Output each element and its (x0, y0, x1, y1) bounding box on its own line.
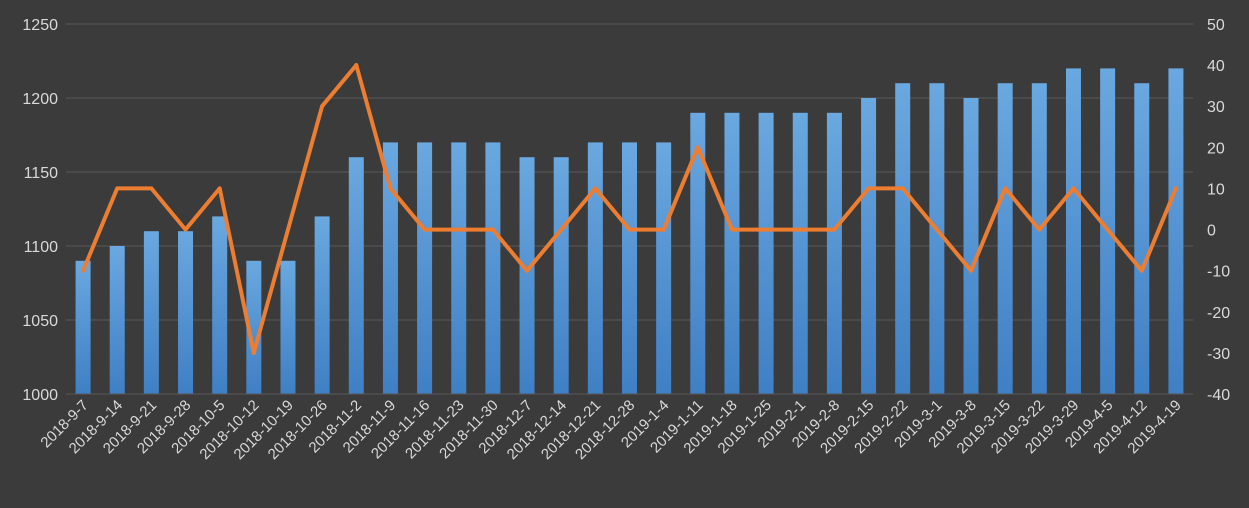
right-tick-label: -20 (1207, 305, 1230, 322)
line-point-2019-2-1 (798, 227, 803, 232)
x-axis: 2018-9-72018-9-142018-9-212018-9-282018-… (37, 393, 1193, 463)
bar-2019-4-19 (1168, 68, 1184, 395)
line-point-2018-11-23 (456, 227, 461, 232)
bar-2018-12-14 (553, 157, 569, 394)
bar-2018-11-2 (348, 157, 364, 394)
bar-2018-12-7 (519, 157, 535, 394)
line-point-2018-9-28 (183, 227, 188, 232)
bar-2019-2-1 (792, 112, 808, 395)
right-tick-label: 50 (1207, 17, 1225, 34)
line-point-2018-12-28 (627, 227, 632, 232)
line-point-2018-11-9 (388, 186, 393, 191)
line-point-2018-11-16 (422, 227, 427, 232)
right-y-axis: -40 -30 -20 -10 0 10 20 30 40 50 (1207, 17, 1230, 404)
bar-2018-10-12 (246, 260, 262, 394)
line-point-2019-3-29 (1071, 186, 1076, 191)
bar-2018-11-30 (485, 142, 501, 394)
line-point-2018-12-14 (559, 227, 564, 232)
line-point-2018-9-21 (149, 186, 154, 191)
line-point-2018-10-5 (217, 186, 222, 191)
line-point-2019-3-22 (1037, 227, 1042, 232)
bar-2018-9-14 (109, 246, 125, 394)
bar-2018-10-19 (280, 260, 296, 394)
bar-2019-1-4 (656, 142, 672, 394)
left-tick-label: 1200 (22, 91, 58, 108)
line-point-2018-9-14 (115, 186, 120, 191)
bar-2018-9-28 (178, 231, 194, 394)
line-point-2019-4-12 (1139, 268, 1144, 273)
line-point-2019-1-18 (729, 227, 734, 232)
line-point-2018-10-12 (251, 350, 256, 355)
left-tick-label: 1250 (22, 17, 58, 34)
bar-2019-2-22 (895, 83, 911, 394)
right-tick-label: -30 (1207, 346, 1230, 363)
line-point-2019-3-8 (969, 268, 974, 273)
bar-2018-10-5 (212, 216, 228, 394)
bar-2019-3-15 (997, 83, 1013, 394)
right-tick-label: 30 (1207, 99, 1225, 116)
bar-2019-3-29 (1065, 68, 1081, 395)
right-tick-label: -10 (1207, 264, 1230, 281)
bar-2019-2-8 (826, 112, 842, 395)
line-point-2019-2-8 (832, 227, 837, 232)
line-point-2019-2-22 (900, 186, 905, 191)
bar-2018-11-16 (417, 142, 433, 394)
right-tick-label: 20 (1207, 140, 1225, 157)
bar-series (75, 68, 1184, 395)
left-tick-label: 1050 (22, 313, 58, 330)
line-point-2018-11-2 (354, 63, 359, 68)
line-point-2019-1-4 (661, 227, 666, 232)
bar-2018-9-7 (75, 260, 91, 394)
right-tick-label: -40 (1207, 387, 1230, 404)
bar-2018-11-23 (451, 142, 467, 394)
left-tick-label: 1150 (24, 165, 59, 182)
bar-2019-3-1 (929, 83, 945, 394)
line-point-2019-4-19 (1173, 186, 1178, 191)
line-point-2018-10-19 (285, 227, 290, 232)
line-point-2019-1-25 (764, 227, 769, 232)
line-point-2018-10-26 (320, 104, 325, 109)
line-point-2018-9-7 (81, 268, 86, 273)
bar-2019-4-12 (1134, 83, 1150, 394)
bar-2019-3-8 (963, 98, 979, 394)
bar-2018-11-9 (382, 142, 398, 394)
line-point-2019-1-11 (695, 145, 700, 150)
line-point-2018-12-7 (525, 268, 530, 273)
right-tick-label: 10 (1207, 181, 1225, 198)
line-points (81, 63, 1178, 355)
right-tick-label: 40 (1207, 58, 1225, 75)
bar-2018-9-21 (143, 231, 159, 394)
bar-2019-3-22 (1031, 83, 1047, 394)
line-point-2018-12-21 (593, 186, 598, 191)
left-y-axis: 1000 1050 1100 1150 1200 1250 (22, 17, 58, 404)
line-point-2019-4-5 (1105, 227, 1110, 232)
line-point-2018-11-30 (490, 227, 495, 232)
bar-2018-12-21 (587, 142, 603, 394)
bar-2019-1-18 (724, 112, 740, 395)
bar-2018-10-26 (314, 216, 330, 394)
bar-2019-2-15 (861, 98, 877, 394)
line-point-2019-2-15 (866, 186, 871, 191)
line-point-2019-3-15 (1003, 186, 1008, 191)
bar-2019-1-25 (758, 112, 774, 395)
line-point-2019-3-1 (934, 227, 939, 232)
bar-2018-12-28 (622, 142, 637, 394)
left-tick-label: 1000 (22, 387, 58, 404)
right-tick-label: 0 (1207, 223, 1216, 240)
bar-2019-1-11 (690, 112, 706, 395)
left-tick-label: 1100 (24, 239, 59, 256)
